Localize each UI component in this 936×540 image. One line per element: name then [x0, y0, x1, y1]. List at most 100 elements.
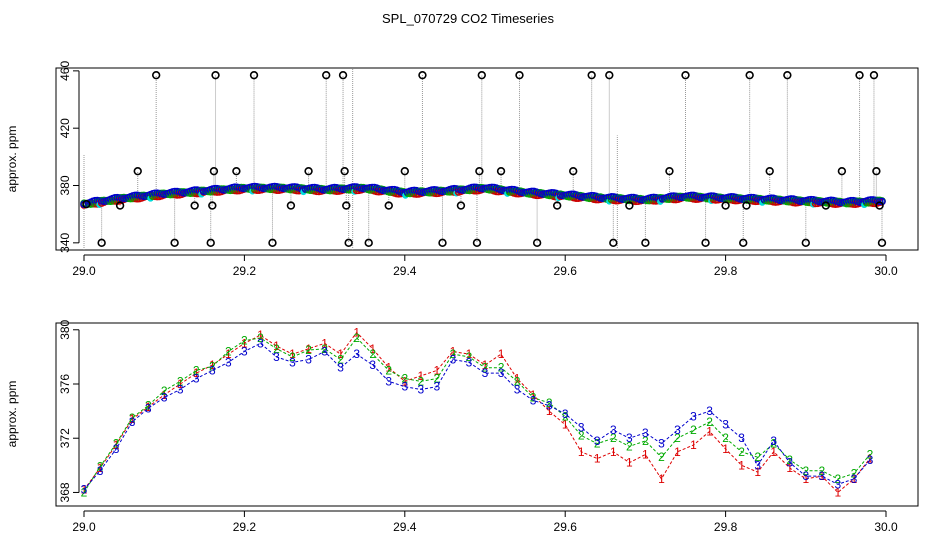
series-2-marker: 2: [417, 374, 424, 388]
outlier-point: [206, 238, 215, 248]
series-1-marker: 1: [417, 369, 424, 383]
series-1-marker: 1: [241, 336, 248, 350]
series-1-marker: 1: [818, 469, 825, 483]
series-1-marker: 1: [369, 342, 376, 356]
series-1-marker: 1: [498, 347, 505, 361]
series-2-marker: 2: [530, 391, 537, 405]
series-3-marker: 3: [738, 431, 745, 445]
outlier-point: [721, 201, 730, 210]
series-2-marker: 2: [337, 353, 344, 367]
top-plot-frame: [55, 67, 919, 251]
top-y-tick-label: 380: [58, 175, 72, 195]
series-3-marker: 3: [867, 453, 874, 467]
series-2-marker: 2: [225, 344, 232, 358]
outlier-point: [532, 238, 542, 248]
series-2-marker: 2: [626, 439, 633, 453]
outlier-point: [133, 166, 142, 176]
series-1-marker: 1: [97, 461, 104, 475]
series-2-marker: 2: [754, 450, 761, 464]
series-2-marker: 2: [482, 361, 489, 375]
top-series-points: [80, 182, 886, 209]
bottom-axes: 29.0 29.2 29.4 29.6 29.8 30.0 368 372 376 380: [58, 319, 898, 534]
bottom-y-tick-label: 368: [58, 482, 72, 502]
series-2-marker: 2: [722, 431, 729, 445]
series-2-marker: 2: [273, 342, 280, 356]
top-x-tick-label: 29.2: [233, 264, 257, 278]
series-3-marker: 3: [754, 458, 761, 472]
series-3-marker: 3: [385, 374, 392, 388]
series-3-marker: 3: [161, 391, 168, 405]
outlier-point: [837, 166, 847, 176]
series-2-marker: 2: [81, 485, 88, 499]
series-2-marker: 2: [642, 434, 649, 448]
outlier-point: [745, 70, 754, 80]
series-2-marker: 2: [835, 472, 842, 486]
outlier-point: [342, 201, 351, 210]
series-2-marker: 2: [353, 331, 360, 345]
series-1-marker: 1: [722, 442, 729, 456]
series-2-marker: 2: [658, 450, 665, 464]
series-1-marker: 1: [610, 445, 617, 459]
series-3-line: [83, 342, 871, 491]
series-1-marker: 1: [626, 456, 633, 470]
series-3-marker: 3: [835, 477, 842, 491]
series-1-marker: 1: [690, 438, 697, 452]
outlier-point: [605, 70, 614, 80]
outlier-point: [609, 238, 618, 248]
outlier-point: [115, 201, 125, 210]
outlier-point: [249, 70, 259, 80]
series-1-marker: 1: [177, 377, 184, 391]
outlier-point: [875, 201, 884, 210]
series-2-marker: 2: [674, 431, 681, 445]
outlier-point: [286, 201, 296, 210]
outlier-point: [209, 166, 219, 176]
outlier-point: [151, 70, 161, 80]
series-3-marker: 3: [594, 434, 601, 448]
series-2-marker: 2: [498, 361, 505, 375]
outlier-point: [475, 166, 484, 176]
series-1-marker: 1: [353, 325, 360, 339]
series-2-marker: 2: [113, 437, 120, 451]
series-3-marker: 3: [674, 423, 681, 437]
series-1-marker: 1: [273, 339, 280, 353]
series-3-marker: 3: [514, 382, 521, 396]
outlier-point: [418, 70, 427, 80]
series-1-marker: 1: [305, 342, 312, 356]
series-1-marker: 1: [145, 400, 152, 414]
series-3-marker: 3: [257, 336, 264, 350]
series-1-marker: 1: [401, 374, 408, 388]
outlier-point: [322, 70, 331, 80]
top-y-tick-label: 340: [58, 233, 72, 253]
series-1-marker: 1: [754, 465, 761, 479]
series-2-marker: 2: [385, 363, 392, 377]
outlier-point: [190, 201, 199, 210]
top-y-tick-label: 460: [58, 61, 72, 81]
series-3-marker: 3: [209, 363, 216, 377]
series-3-marker: 3: [241, 344, 248, 358]
series-1-marker: 1: [113, 438, 120, 452]
series-2-marker: 2: [578, 429, 585, 443]
top-y-tick-label: 420: [58, 118, 72, 138]
outlier-point: [344, 238, 353, 248]
series-1-marker: 1: [658, 472, 665, 486]
series-1-marker: 1: [161, 388, 168, 402]
series-3-marker: 3: [434, 380, 441, 394]
outlier-point: [701, 238, 710, 248]
series-2-marker: 2: [434, 372, 441, 386]
outlier-point: [821, 201, 831, 210]
series-3-marker: 3: [786, 456, 793, 470]
outlier-point: [384, 201, 393, 210]
series-1-marker: 1: [129, 412, 136, 426]
series-2-marker: 2: [466, 350, 473, 364]
outlier-point: [268, 238, 277, 248]
outlier-point: [232, 166, 241, 176]
series-3-marker: 3: [305, 353, 312, 367]
outlier-point: [456, 201, 466, 210]
outlier-point: [783, 70, 792, 80]
series-2-marker: 2: [786, 453, 793, 467]
outlier-point: [338, 70, 348, 80]
top-spike-lines: [83, 68, 883, 250]
bottom-y-tick-label: 372: [58, 428, 72, 448]
series-3-marker: 3: [530, 393, 537, 407]
